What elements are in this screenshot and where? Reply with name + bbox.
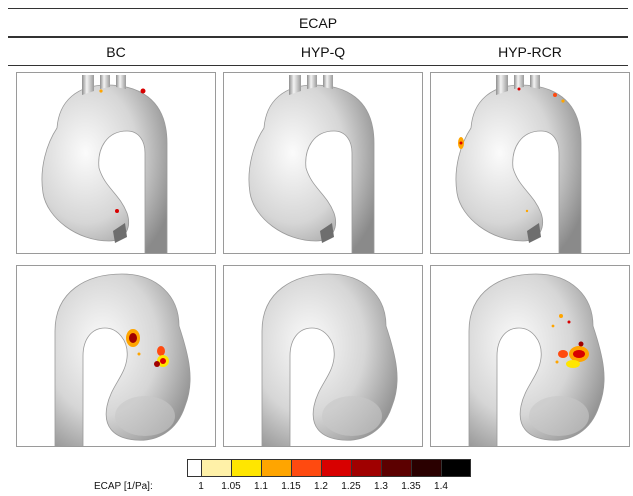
colorbar-tick-label: 1.15 xyxy=(281,481,301,492)
ecap-hotspots xyxy=(126,329,169,367)
aorta-model-front xyxy=(41,75,168,253)
header-rule xyxy=(8,65,628,66)
panel-hyp-q-view2 xyxy=(223,265,423,447)
colorbar-tick-label: 1.1 xyxy=(254,481,268,492)
ecap-hotspots xyxy=(99,88,146,213)
colorbar-swatch xyxy=(411,459,441,477)
colorbar-tick-label: 1.05 xyxy=(221,481,241,492)
aorta-model-front xyxy=(248,75,375,253)
colorbar-tick-label: 1.3 xyxy=(374,481,388,492)
colorbar-swatch xyxy=(261,459,291,477)
panel-hyp-q-view1 xyxy=(223,72,423,254)
column-header-hyp-rcr: HYP-RCR xyxy=(498,44,562,60)
colorbar-swatch xyxy=(321,459,351,477)
panel-hyp-rcr-view2 xyxy=(430,265,630,447)
figure-title: ECAP xyxy=(298,15,338,31)
colorbar-swatch xyxy=(381,459,411,477)
colorbar-tick-label: 1.25 xyxy=(341,481,361,492)
colorbar-swatch xyxy=(351,459,381,477)
colorbar-tick-label: 1.35 xyxy=(401,481,421,492)
colorbar-swatch xyxy=(231,459,261,477)
panel-hyp-rcr-view1 xyxy=(430,72,630,254)
aorta-model-back xyxy=(261,273,398,446)
colorbar-swatch xyxy=(187,459,201,477)
column-header-hyp-q: HYP-Q xyxy=(300,44,346,60)
colorbar-swatch xyxy=(441,459,471,477)
panel-bc-view1 xyxy=(16,72,216,254)
colorbar-title: ECAP [1/Pa]: xyxy=(94,481,153,492)
ecap-hotspots xyxy=(551,314,589,368)
aorta-model-back xyxy=(54,273,191,446)
column-header-bc: BC xyxy=(106,44,126,60)
aorta-model-back xyxy=(468,273,605,446)
ecap-hotspots xyxy=(458,87,565,213)
aorta-model-front xyxy=(455,75,582,253)
panel-bc-view2 xyxy=(16,265,216,447)
colorbar-tick-label: 1 xyxy=(198,481,204,492)
top-rule xyxy=(8,8,628,9)
colorbar-tick-label: 1.2 xyxy=(314,481,328,492)
colorbar-swatch xyxy=(201,459,231,477)
colorbar-swatch xyxy=(291,459,321,477)
colorbar-tick-label: 1.4 xyxy=(434,481,448,492)
title-rule xyxy=(8,36,628,38)
